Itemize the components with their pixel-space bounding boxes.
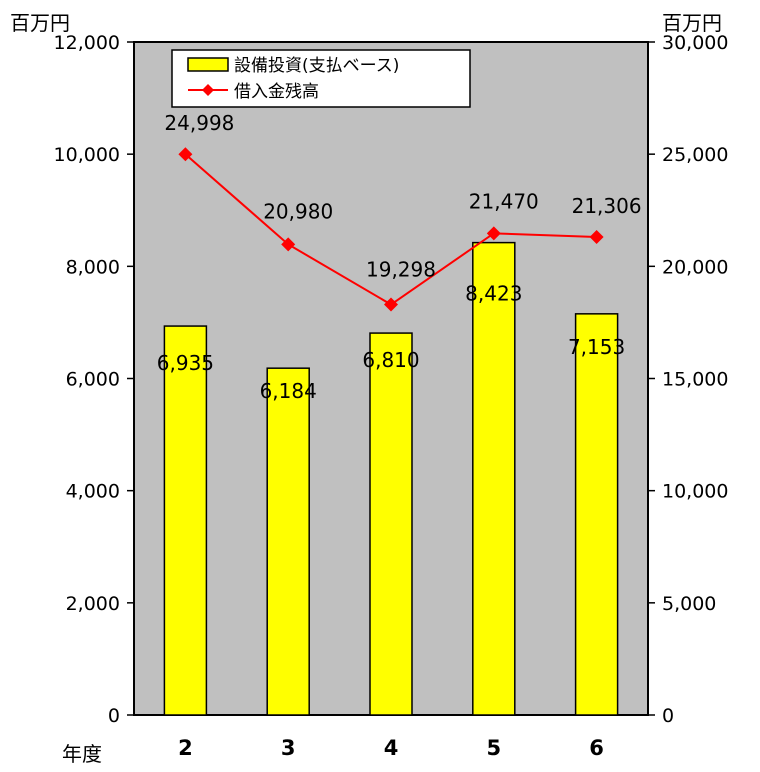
right-axis-tick-label: 10,000 (662, 481, 728, 503)
line-point-marker (281, 237, 296, 252)
legend-label-line: 借入金残高 (234, 82, 319, 102)
right-axis-unit: 百万円 (662, 11, 722, 35)
x-axis-title: 年度 (62, 742, 102, 766)
left-axis-unit: 百万円 (10, 11, 70, 35)
right-axis-tick-label: 0 (662, 705, 674, 727)
line-data-label: 24,998 (164, 111, 234, 135)
legend-swatch-marker (202, 84, 214, 96)
bar-data-label: 6,184 (260, 379, 317, 403)
left-axis-tick-label: 12,000 (54, 32, 120, 54)
right-axis-tick-label: 30,000 (662, 32, 728, 54)
x-axis-category-label: 4 (384, 736, 399, 760)
line-point-marker (589, 230, 604, 245)
bar-capital-investment (163, 325, 208, 716)
left-axis-tick-label: 10,000 (54, 144, 120, 166)
bar-capital-investment (574, 313, 619, 716)
x-axis-category-label: 5 (486, 736, 501, 760)
legend-label-bar: 設備投資(支払ベース) (234, 56, 399, 76)
right-axis-tick-label: 5,000 (662, 593, 716, 615)
x-axis-category-label: 2 (178, 736, 193, 760)
line-point-marker (178, 147, 193, 162)
bar-capital-investment (266, 367, 310, 716)
left-axis-tick-label: 4,000 (66, 481, 120, 503)
legend-swatch-bar (187, 57, 229, 72)
line-point-marker (486, 226, 501, 241)
left-axis-tick-label: 6,000 (66, 369, 120, 391)
bar-capital-investment (369, 332, 413, 716)
bar-data-label: 8,423 (465, 282, 522, 306)
left-axis-tick-label: 2,000 (66, 593, 120, 615)
right-axis-tick-label: 15,000 (662, 369, 728, 391)
line-data-label: 21,306 (572, 194, 642, 218)
x-axis-category-label: 6 (589, 736, 604, 760)
right-axis-tick-label: 25,000 (662, 144, 728, 166)
line-data-label: 20,980 (263, 199, 333, 223)
legend: 設備投資(支払ベース) 借入金残高 (171, 49, 471, 108)
left-axis-tick-label: 0 (108, 705, 120, 727)
line-data-label: 21,470 (469, 189, 539, 213)
x-axis-category-label: 3 (281, 736, 296, 760)
bar-data-label: 6,935 (157, 351, 214, 375)
line-point-marker (384, 297, 398, 312)
left-axis-tick-label: 8,000 (66, 256, 120, 278)
line-data-label: 19,298 (366, 258, 436, 282)
right-axis-tick-label: 20,000 (662, 256, 728, 278)
bar-capital-investment (472, 241, 516, 716)
bar-data-label: 6,810 (362, 348, 419, 372)
bar-data-label: 7,153 (568, 335, 625, 359)
